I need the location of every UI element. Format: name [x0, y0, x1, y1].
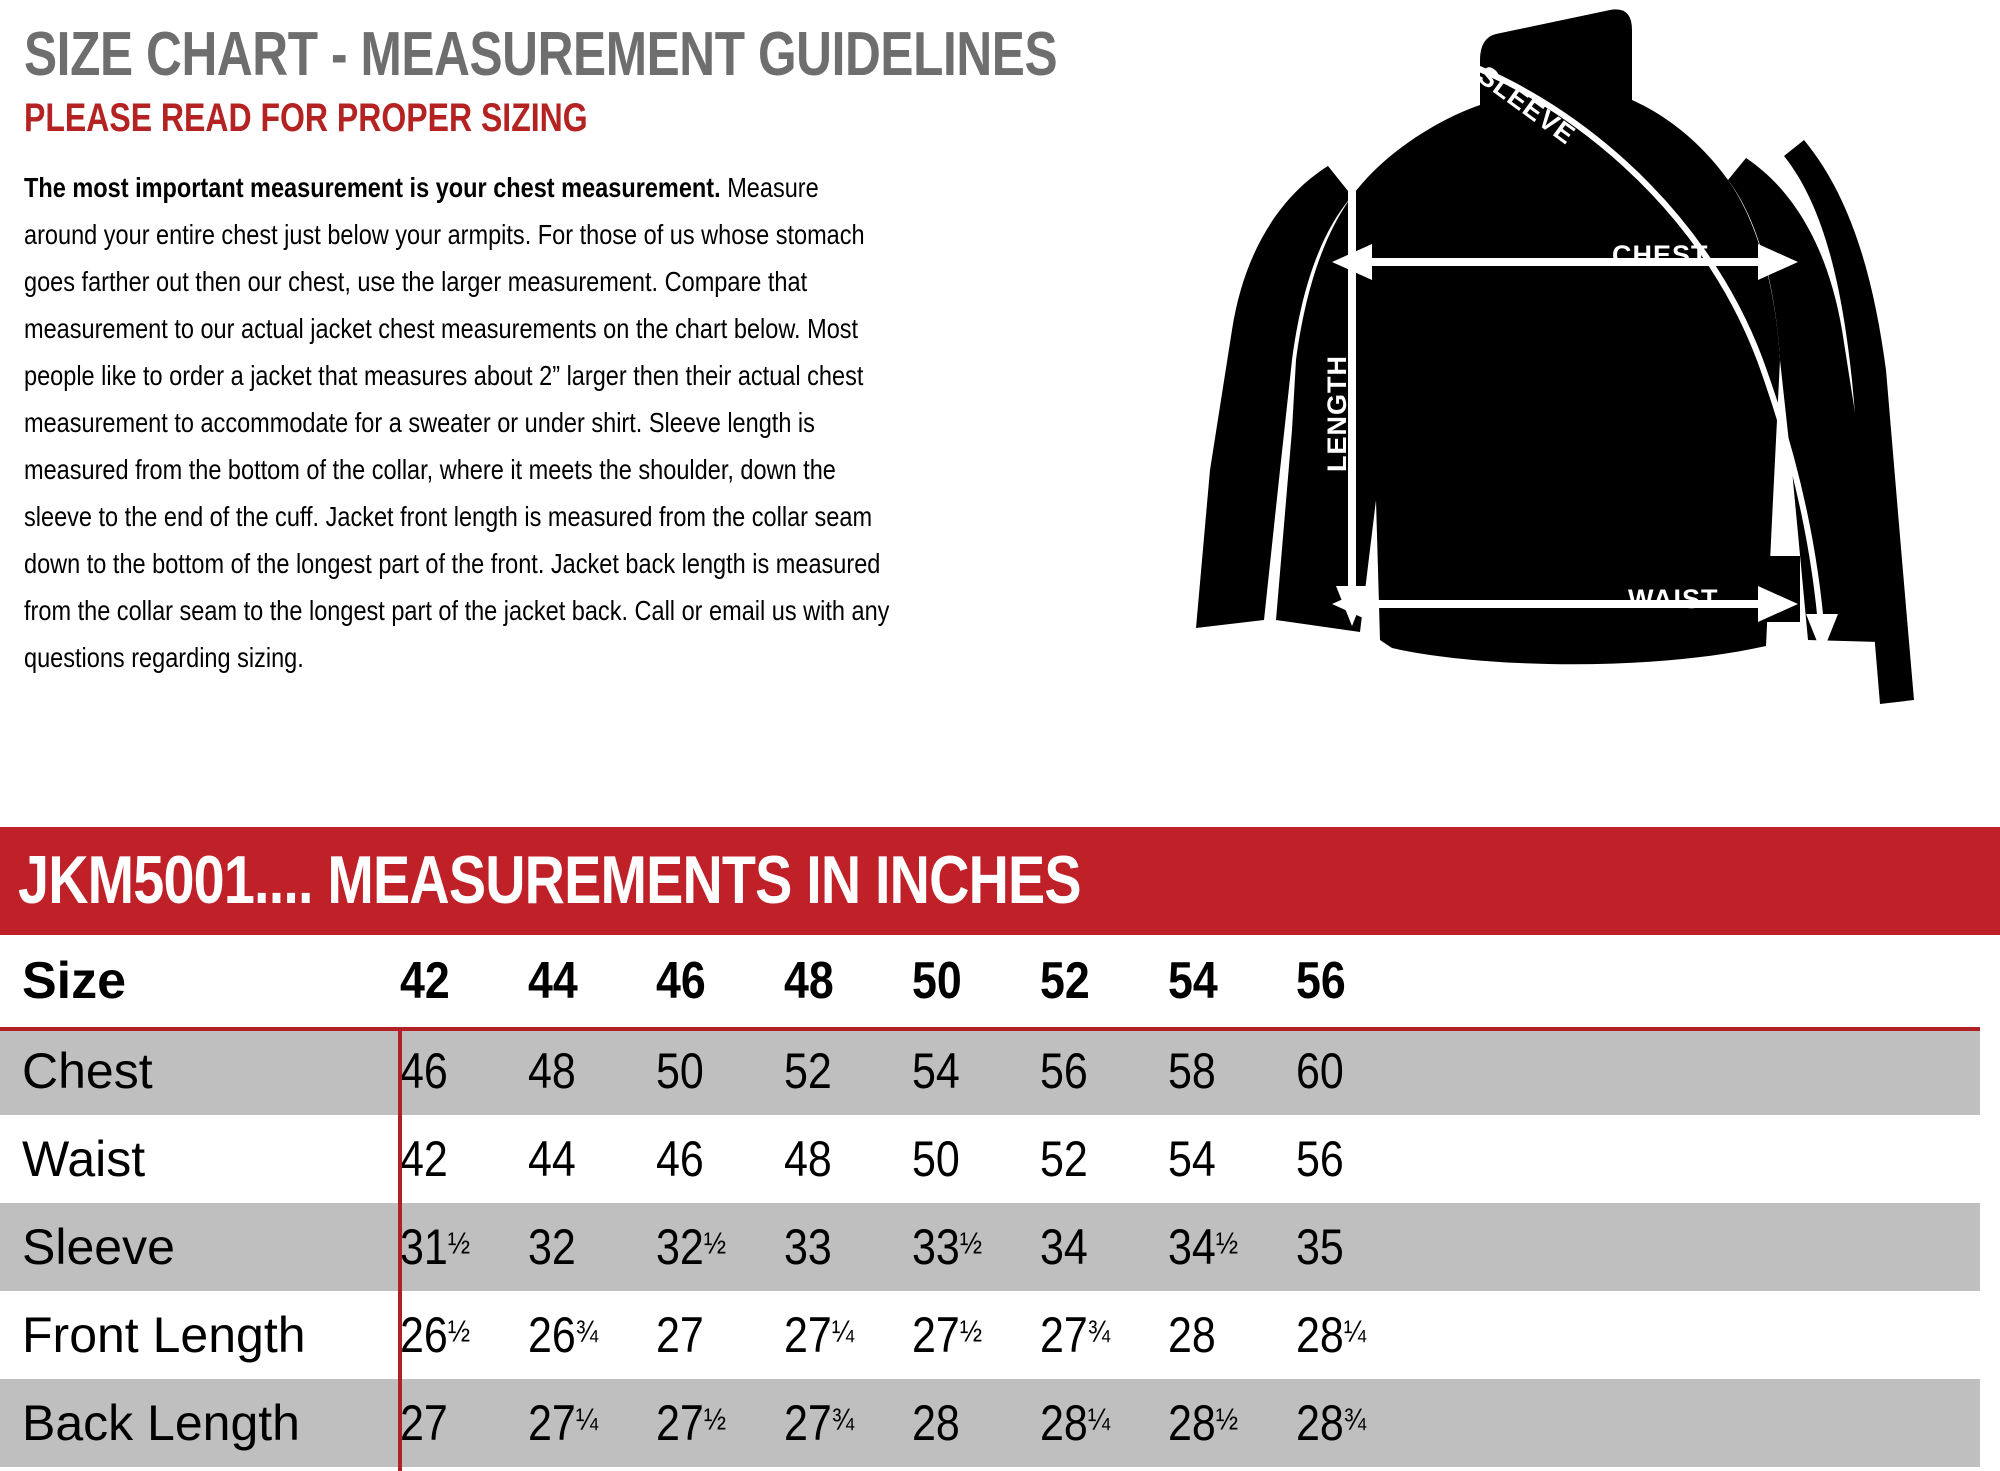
cell-waist-54: 54	[1168, 1131, 1216, 1187]
table-row: Waist 42 44 46 48 50 52 54 56	[0, 1115, 1980, 1203]
cell-sleeve-46: 32½	[656, 1219, 726, 1275]
banner-title: JKM5001.... MEASUREMENTS IN INCHES	[18, 842, 1082, 918]
row-spacer	[1424, 1027, 1980, 1115]
row-spacer	[1424, 1379, 1980, 1467]
intro-text-column: SIZE CHART - MEASUREMENT GUIDELINES PLEA…	[24, 22, 1124, 681]
page-subtitle: PLEASE READ FOR PROPER SIZING	[24, 96, 588, 140]
cell-chest-52: 56	[1040, 1043, 1088, 1099]
page-title: SIZE CHART - MEASUREMENT GUIDELINES	[24, 20, 1058, 89]
intro-section: SIZE CHART - MEASUREMENT GUIDELINES PLEA…	[24, 0, 2000, 820]
size-header-50: 50	[912, 952, 962, 1010]
intro-lead-sentence: The most important measurement is your c…	[24, 172, 721, 203]
cell-back-length-46: 27½	[656, 1395, 726, 1451]
cell-waist-46: 46	[656, 1131, 704, 1187]
cell-chest-44: 48	[528, 1043, 576, 1099]
cell-waist-42: 42	[400, 1131, 448, 1187]
size-header-42: 42	[400, 952, 450, 1010]
cell-front-length-48: 27¼	[784, 1307, 854, 1363]
row-label-chest: Chest	[22, 1043, 153, 1099]
cell-back-length-42: 27	[400, 1395, 448, 1451]
cell-chest-50: 54	[912, 1043, 960, 1099]
row-label-front-length: Front Length	[22, 1307, 306, 1363]
cell-sleeve-54: 34½	[1168, 1219, 1238, 1275]
table-header-rule	[0, 1027, 1980, 1031]
cell-sleeve-42: 31½	[400, 1219, 470, 1275]
header-spacer	[1424, 935, 1902, 1027]
size-header-label: Size	[22, 952, 127, 1010]
cell-front-length-52: 27¾	[1040, 1307, 1110, 1363]
cell-front-length-56: 28¼	[1296, 1307, 1366, 1363]
size-chart-table-container: Size 42 44 46 48 50 52 54 56 Chest 46 48 50 52 54 56 58 6…	[0, 935, 2000, 1471]
arrow-heads	[1332, 34, 1838, 654]
table-row: Front Length 26½ 26¾ 27 27¼ 27½ 27¾ 28 28¼	[0, 1291, 1980, 1379]
jacket-illustration: CHEST WAIST LENGTH SLEEVE	[1180, 0, 2000, 820]
row-label-back-length: Back Length	[22, 1395, 300, 1451]
cell-back-length-50: 28	[912, 1395, 960, 1451]
cell-sleeve-50: 33½	[912, 1219, 982, 1275]
cell-chest-46: 50	[656, 1043, 704, 1099]
cell-waist-50: 50	[912, 1131, 960, 1187]
size-chart-table: Size 42 44 46 48 50 52 54 56 Chest 46 48 50 52 54 56 58 6…	[0, 935, 1980, 1467]
cell-back-length-52: 28¼	[1040, 1395, 1110, 1451]
cell-waist-52: 52	[1040, 1131, 1088, 1187]
cell-waist-56: 56	[1296, 1131, 1344, 1187]
table-label-divider	[398, 1031, 402, 1471]
intro-paragraph: The most important measurement is your c…	[24, 164, 898, 681]
size-header-52: 52	[1040, 952, 1090, 1010]
table-row: Sleeve 31½ 32 32½ 33 33½ 34 34½ 35	[0, 1203, 1980, 1291]
cell-chest-54: 58	[1168, 1043, 1216, 1099]
size-header-44: 44	[528, 952, 578, 1010]
size-header-54: 54	[1168, 952, 1218, 1010]
row-spacer	[1424, 1203, 1980, 1291]
chest-dimension-label: CHEST	[1612, 240, 1709, 270]
cell-front-length-44: 26¾	[528, 1307, 598, 1363]
table-header-row: Size 42 44 46 48 50 52 54 56	[0, 935, 1980, 1027]
size-header-46: 46	[656, 952, 706, 1010]
cell-waist-48: 48	[784, 1131, 832, 1187]
table-row: Chest 46 48 50 52 54 56 58 60	[0, 1027, 1980, 1115]
table-row: Back Length 27 27¼ 27½ 27¾ 28 28¼ 28½ 28¾	[0, 1379, 1980, 1467]
row-spacer	[1424, 1115, 1980, 1203]
cell-sleeve-48: 33	[784, 1219, 832, 1275]
cell-sleeve-44: 32	[528, 1219, 576, 1275]
cell-front-length-46: 27	[656, 1307, 704, 1363]
cell-chest-42: 46	[400, 1043, 448, 1099]
measurement-arrows	[1348, 50, 1825, 637]
size-header-56: 56	[1296, 952, 1346, 1010]
cell-sleeve-52: 34	[1040, 1219, 1088, 1275]
cell-back-length-56: 28¾	[1296, 1395, 1366, 1451]
cell-front-length-54: 28	[1168, 1307, 1216, 1363]
row-label-sleeve: Sleeve	[22, 1219, 175, 1275]
jacket-silhouette-svg	[1196, 9, 1914, 704]
cell-back-length-54: 28½	[1168, 1395, 1238, 1451]
length-dimension-label: LENGTH	[1322, 355, 1352, 472]
jacket-body-shape	[1196, 9, 1914, 704]
measurements-banner: JKM5001.... MEASUREMENTS IN INCHES	[0, 827, 2000, 935]
cell-waist-44: 44	[528, 1131, 576, 1187]
cell-sleeve-56: 35	[1296, 1219, 1344, 1275]
cell-back-length-48: 27¾	[784, 1395, 854, 1451]
row-spacer	[1424, 1291, 1980, 1379]
waist-dimension-label: WAIST	[1628, 584, 1719, 614]
row-label-waist: Waist	[22, 1131, 146, 1187]
cell-front-length-50: 27½	[912, 1307, 982, 1363]
cell-chest-48: 52	[784, 1043, 832, 1099]
intro-body-text: Measure around your entire chest just be…	[24, 172, 890, 673]
cell-chest-56: 60	[1296, 1043, 1344, 1099]
cell-back-length-44: 27¼	[528, 1395, 598, 1451]
size-header-48: 48	[784, 952, 834, 1010]
cell-front-length-42: 26½	[400, 1307, 470, 1363]
